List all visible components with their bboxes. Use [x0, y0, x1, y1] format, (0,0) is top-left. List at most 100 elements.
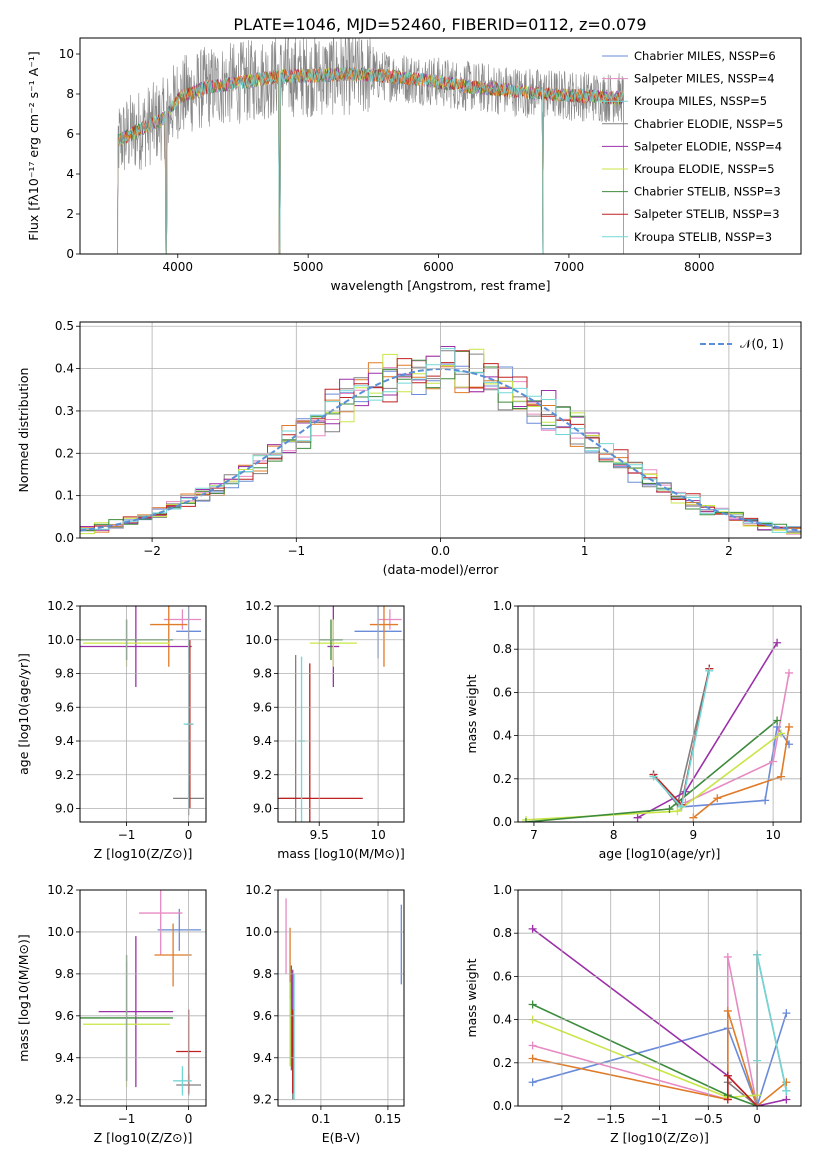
legend: Chabrier MILES, NSSP=6 Salpeter MILES, NS… — [602, 49, 783, 244]
axes-frame — [517, 889, 802, 1107]
legend: 𝒩(0, 1) — [700, 337, 784, 351]
spectrum-line — [116, 66, 624, 254]
plot-area — [80, 606, 205, 816]
legend-entry: Kroupa ELODIE, NSSP=5 — [634, 162, 775, 176]
axes-frame — [79, 37, 802, 255]
panel-spectrum: 4000 5000 6000 7000 8000 0 2 4 6 8 10 wavelength [A… — [26, 37, 802, 293]
x-axis-label: mass [log10(M/M⊙)] — [277, 846, 405, 861]
legend-entry: Kroupa MILES, NSSP=5 — [634, 94, 767, 108]
y-tick-label: 10.2 — [47, 883, 74, 897]
data-point — [528, 1000, 537, 1009]
axes-frame — [79, 605, 207, 823]
y-tick-label: 9.4 — [55, 1051, 74, 1065]
y-tick-label: 0.6 — [493, 969, 512, 983]
figure-title: PLATE=1046, MJD=52460, FIBERID=0112, z=0… — [233, 15, 646, 34]
x-tick-label: −0.5 — [694, 1112, 723, 1126]
axes-frame — [277, 605, 405, 823]
panel-age-vs-Z: −1 0 9.0 9.2 9.4 9.6 9.8 10.0 10.2 Z [log10(Z/Z⊙)… — [16, 599, 207, 861]
y-tick-label: 9.2 — [253, 1093, 272, 1107]
y-tick-label: 0.8 — [493, 926, 512, 940]
y-tick-label: 10.2 — [47, 599, 74, 613]
y-tick-label: 9.0 — [253, 802, 272, 816]
series-line — [532, 1018, 758, 1099]
series-line — [532, 956, 758, 1106]
y-tick-label: 10.0 — [245, 633, 272, 647]
y-tick-label: 9.2 — [253, 768, 272, 782]
data-point — [528, 1078, 537, 1087]
plot-area — [521, 638, 794, 822]
data-point — [665, 805, 674, 814]
y-axis-label: Normed distribution — [16, 368, 31, 493]
axes-frame — [79, 321, 802, 539]
data-point — [633, 813, 642, 822]
data-point — [782, 1095, 791, 1104]
y-tick-label: 9.8 — [55, 667, 74, 681]
y-tick-label: 9.2 — [55, 768, 74, 782]
y-tick-label: 9.6 — [253, 700, 272, 714]
x-tick-label: −1 — [118, 1112, 136, 1126]
data-point — [723, 1071, 732, 1080]
panel-weight-vs-age: 7 8 9 10 0.0 0.2 0.4 0.6 0.8 1.0 age [log10(age/yr… — [464, 599, 802, 861]
x-tick-label: 0 — [753, 1112, 761, 1126]
panel-age-vs-mass: 9.5 10 9.0 9.2 9.4 9.6 9.8 10.0 10.2 mass [log10(… — [245, 599, 405, 861]
x-tick-label: 8 — [610, 828, 618, 842]
legend-entry: Chabrier MILES, NSSP=6 — [634, 49, 776, 63]
y-tick-label: 0.2 — [493, 1056, 512, 1070]
panel-mass-vs-Z: −1 0 9.2 9.4 9.6 9.8 10.0 10.2 Z [log10(Z/Z⊙)] ma… — [16, 883, 207, 1145]
x-tick-label: 7000 — [554, 260, 585, 274]
y-tick-label: 0.8 — [493, 642, 512, 656]
y-tick-label: 0.2 — [55, 446, 74, 460]
y-tick-label: 9.6 — [55, 700, 74, 714]
x-axis-label: E(B-V) — [322, 1130, 361, 1145]
legend-entry: Chabrier STELIB, NSSP=3 — [634, 185, 781, 199]
data-point — [521, 818, 530, 822]
y-axis-label: Flux [fλ10⁻¹⁷ erg cm⁻² s⁻¹ A⁻¹] — [26, 51, 41, 240]
x-tick-label: −1 — [287, 544, 305, 558]
y-tick-label: 1.0 — [493, 883, 512, 897]
y-tick-label: 10.0 — [245, 925, 272, 939]
y-axis-label: mass weight — [464, 674, 479, 753]
data-point — [723, 952, 732, 961]
y-tick-label: 6 — [66, 127, 74, 141]
x-tick-label: 2 — [725, 544, 733, 558]
y-axis-label: age [log10(age/yr)] — [16, 653, 31, 775]
y-tick-label: 9.4 — [253, 1051, 272, 1065]
x-tick-label: 7 — [530, 828, 538, 842]
x-axis-label: (data-model)/error — [383, 562, 500, 577]
x-tick-label: 8000 — [684, 260, 715, 274]
y-tick-label: 0.3 — [55, 404, 74, 418]
data-point — [705, 666, 714, 675]
x-tick-label: 0.15 — [375, 1112, 402, 1126]
y-tick-label: 9.6 — [55, 1009, 74, 1023]
legend-entry: Salpeter STELIB, NSSP=3 — [634, 207, 780, 221]
y-tick-label: 1.0 — [493, 599, 512, 613]
data-point — [528, 1054, 537, 1063]
panel-mass-vs-EBV: 0.1 0.15 9.2 9.4 9.6 9.8 10.0 10.2 E(B-V) — [245, 883, 405, 1145]
data-point — [782, 1086, 791, 1095]
data-point — [649, 772, 658, 781]
data-point — [773, 716, 782, 725]
x-axis-label: wavelength [Angstrom, rest frame] — [330, 278, 550, 293]
data-point — [782, 1078, 791, 1087]
plot-area — [285, 898, 402, 1100]
plot-area — [80, 890, 202, 1096]
y-tick-label: 9.8 — [55, 967, 74, 981]
series-line — [756, 954, 788, 1092]
y-tick-label: 10.0 — [47, 633, 74, 647]
data-point — [777, 729, 786, 738]
y-tick-label: 9.2 — [55, 1093, 74, 1107]
x-tick-label: 0.0 — [431, 544, 450, 558]
axes-frame — [277, 889, 405, 1107]
y-tick-label: 0.6 — [493, 685, 512, 699]
spectrum-line — [116, 38, 624, 254]
x-tick-label: 0 — [185, 1112, 193, 1126]
x-tick-label: −1.5 — [596, 1112, 625, 1126]
y-tick-label: 9.6 — [253, 1009, 272, 1023]
y-tick-label: 0.1 — [55, 489, 74, 503]
data-point — [777, 772, 786, 781]
data-point — [528, 924, 537, 933]
x-tick-label: 4000 — [163, 260, 194, 274]
y-tick-label: 4 — [66, 167, 74, 181]
y-tick-label: 2 — [66, 207, 74, 221]
